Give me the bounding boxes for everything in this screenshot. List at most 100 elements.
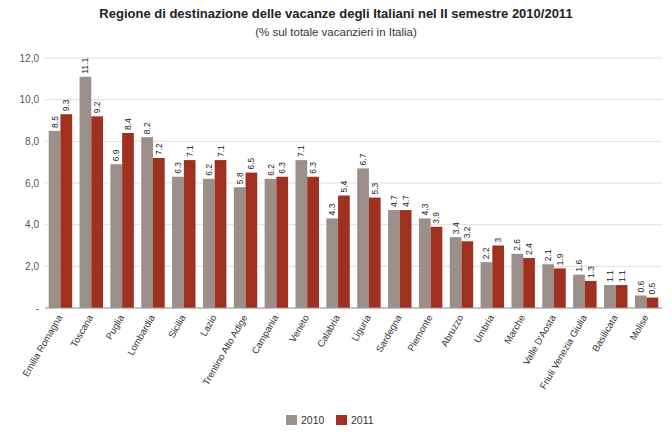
bar (234, 187, 246, 308)
data-label: 0.6 (636, 280, 646, 292)
data-label: 5.3 (370, 182, 380, 194)
bar (184, 160, 196, 308)
data-label: 4.7 (389, 195, 399, 207)
data-label: 9.2 (92, 101, 102, 113)
data-label: 1.1 (605, 270, 615, 282)
bar (511, 254, 523, 308)
bar (369, 198, 381, 308)
bar (141, 137, 153, 308)
x-tick-label: Toscana (68, 312, 96, 349)
x-tick-label: Trentino Alto Adige (200, 313, 249, 387)
y-tick-label: 2,0 (25, 261, 39, 272)
legend-swatch (286, 415, 297, 425)
grid-line (45, 266, 662, 267)
y-tick-label: 8,0 (25, 136, 39, 147)
bar (276, 177, 288, 308)
data-label: 6.2 (204, 164, 214, 176)
bar (604, 285, 616, 308)
bar (265, 179, 277, 308)
bar (122, 133, 134, 308)
data-label: 6.5 (246, 157, 256, 169)
bar (616, 285, 628, 308)
data-label: 6.3 (173, 162, 183, 174)
bar (585, 281, 597, 308)
data-label: 8.4 (123, 118, 133, 130)
x-tick-label: Molise (627, 313, 650, 342)
bar (60, 114, 72, 308)
bar (431, 227, 443, 308)
legend-label: 2011 (351, 414, 374, 426)
data-label: 6.3 (277, 162, 287, 174)
bar (554, 268, 566, 308)
x-tick-label: Campania (249, 312, 281, 356)
bar (573, 275, 585, 308)
chart: Regione di destinazione delle vacanze de… (0, 0, 672, 432)
grid-line (45, 58, 662, 59)
data-label: 2.4 (524, 243, 534, 255)
x-tick-label: Umbria (471, 312, 496, 345)
y-axis: -2,04,06,08,010,012,0 (20, 53, 662, 314)
title: Regione di destinazione delle vacanze de… (99, 6, 572, 21)
x-tick-label: Lombardia (125, 312, 157, 357)
data-label: 7.1 (185, 145, 195, 157)
x-tick-label: Veneto (287, 313, 311, 344)
bar (492, 246, 504, 309)
data-label: 1.1 (617, 270, 627, 282)
data-label: 9.3 (61, 99, 71, 111)
bar (203, 179, 215, 308)
data-label: 0.5 (647, 282, 657, 294)
bar (172, 177, 184, 308)
legend: 2010 2011 (286, 414, 374, 426)
y-tick-label: 12,0 (20, 53, 40, 64)
data-label: 11.1 (80, 58, 90, 74)
x-tick-label: Abruzzo (438, 313, 465, 349)
data-label: 4.7 (401, 195, 411, 207)
x-tick-label: Piemonte (405, 313, 435, 353)
data-labels: 8.511.16.98.26.36.25.86.27.14.36.74.74.3… (50, 58, 658, 295)
data-label: 3.2 (462, 226, 472, 238)
x-tick-label: Marche (502, 313, 527, 346)
data-label: 8.2 (142, 122, 152, 134)
data-label: 1.9 (555, 253, 565, 265)
y-tick-label: 6,0 (25, 178, 39, 189)
data-label: 7.1 (216, 145, 226, 157)
data-label: 7.1 (296, 145, 306, 157)
data-label: 1.3 (586, 266, 596, 278)
data-label: 2.1 (543, 249, 553, 261)
data-label: 3 (493, 238, 503, 243)
data-label: 4.3 (327, 203, 337, 215)
bar (91, 116, 103, 308)
x-axis: Emilia RomagnaToscanaPugliaLombardiaSici… (20, 312, 651, 391)
y-tick-label: 10,0 (20, 94, 40, 105)
y-tick-label: 4,0 (25, 219, 39, 230)
x-tick-label: Emilia Romagna (20, 312, 65, 378)
data-label: 3.4 (451, 222, 461, 234)
x-tick-label: Sardegna (374, 312, 404, 354)
data-label: 6.9 (111, 149, 121, 161)
grid-line (45, 224, 662, 225)
bar (326, 218, 338, 308)
data-label: 6.3 (308, 162, 318, 174)
grid-line (45, 99, 662, 100)
bar (461, 241, 473, 308)
legend-label: 2010 (301, 414, 325, 426)
data-label: 5.4 (339, 180, 349, 192)
bars (49, 77, 659, 308)
x-tick-label: Friuli Venezia Giulia (537, 312, 589, 391)
bar (388, 210, 400, 308)
x-tick-label: Liguria (349, 312, 373, 343)
data-label: 2.6 (512, 239, 522, 251)
x-tick-label: Puglia (103, 312, 126, 341)
bar (357, 168, 369, 308)
bar (400, 210, 412, 308)
data-label: 1.6 (574, 260, 584, 272)
grid-line (45, 308, 662, 309)
data-label: 3.9 (431, 212, 441, 224)
data-label: 8.5 (50, 116, 60, 128)
bar (110, 164, 122, 308)
bar (296, 160, 308, 308)
x-tick-label: Calabria (315, 312, 343, 349)
data-label: 5.8 (235, 172, 245, 184)
data-label: 7.2 (154, 143, 164, 155)
legend-swatch (336, 415, 347, 425)
